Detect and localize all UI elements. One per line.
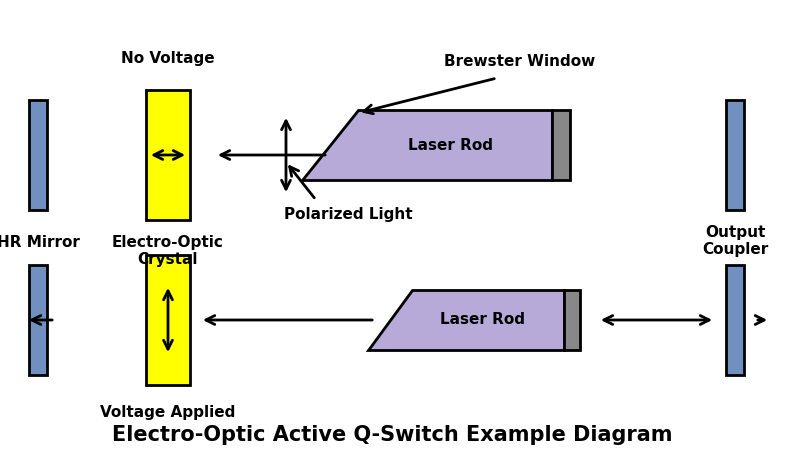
- Bar: [146, 255, 190, 385]
- Bar: [146, 90, 190, 220]
- Polygon shape: [564, 290, 580, 350]
- Bar: [29, 265, 47, 375]
- Text: Electro-Optic
Crystal: Electro-Optic Crystal: [112, 235, 224, 267]
- Text: Voltage Applied: Voltage Applied: [100, 405, 236, 420]
- Polygon shape: [552, 110, 570, 180]
- Polygon shape: [368, 290, 564, 350]
- Text: No Voltage: No Voltage: [121, 50, 215, 65]
- Text: HR Mirror: HR Mirror: [0, 235, 79, 250]
- Bar: [726, 265, 744, 375]
- Text: Brewster Window: Brewster Window: [444, 54, 596, 69]
- Text: Electro-Optic Active Q-Switch Example Diagram: Electro-Optic Active Q-Switch Example Di…: [112, 425, 673, 445]
- Bar: [29, 100, 47, 210]
- Bar: [726, 100, 744, 210]
- Polygon shape: [302, 110, 552, 180]
- Text: Polarized Light: Polarized Light: [283, 207, 412, 222]
- Text: Laser Rod: Laser Rod: [407, 138, 492, 153]
- Text: Laser Rod: Laser Rod: [440, 312, 525, 327]
- Text: Output
Coupler: Output Coupler: [702, 225, 769, 257]
